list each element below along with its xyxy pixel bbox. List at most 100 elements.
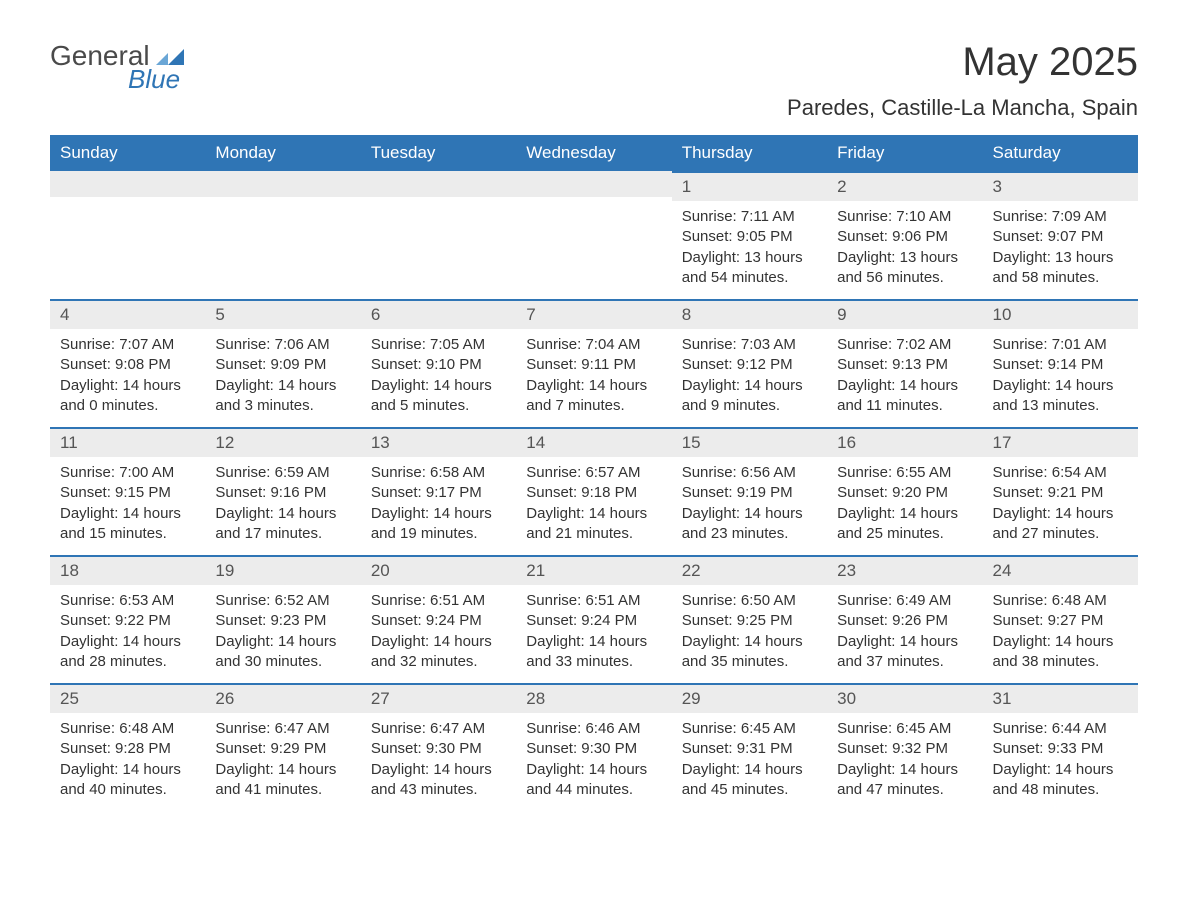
daylight-line-2: and 25 minutes. (837, 524, 972, 544)
day-cell: 8Sunrise: 7:03 AMSunset: 9:12 PMDaylight… (672, 299, 827, 427)
day-details: Sunrise: 6:56 AMSunset: 9:19 PMDaylight:… (672, 457, 827, 546)
sunrise-line: Sunrise: 7:00 AM (60, 463, 195, 483)
calendar-week: 25Sunrise: 6:48 AMSunset: 9:28 PMDayligh… (50, 683, 1138, 811)
day-number: 31 (983, 685, 1138, 713)
daylight-line-2: and 9 minutes. (682, 396, 817, 416)
day-details: Sunrise: 6:51 AMSunset: 9:24 PMDaylight:… (516, 585, 671, 674)
day-details: Sunrise: 7:10 AMSunset: 9:06 PMDaylight:… (827, 201, 982, 290)
sunrise-line: Sunrise: 7:09 AM (993, 207, 1128, 227)
day-details: Sunrise: 7:03 AMSunset: 9:12 PMDaylight:… (672, 329, 827, 418)
day-cell: 20Sunrise: 6:51 AMSunset: 9:24 PMDayligh… (361, 555, 516, 683)
day-details: Sunrise: 6:44 AMSunset: 9:33 PMDaylight:… (983, 713, 1138, 802)
sunset-line: Sunset: 9:21 PM (993, 483, 1128, 503)
daylight-line-1: Daylight: 14 hours (371, 632, 506, 652)
calendar-cell: 20Sunrise: 6:51 AMSunset: 9:24 PMDayligh… (361, 555, 516, 683)
sunset-line: Sunset: 9:24 PM (371, 611, 506, 631)
day-number: 13 (361, 429, 516, 457)
daylight-line-1: Daylight: 14 hours (371, 376, 506, 396)
day-number: 22 (672, 557, 827, 585)
day-details: Sunrise: 6:47 AMSunset: 9:30 PMDaylight:… (361, 713, 516, 802)
daylight-line-2: and 11 minutes. (837, 396, 972, 416)
calendar-cell: 19Sunrise: 6:52 AMSunset: 9:23 PMDayligh… (205, 555, 360, 683)
daylight-line-1: Daylight: 14 hours (837, 504, 972, 524)
sunrise-line: Sunrise: 6:48 AM (993, 591, 1128, 611)
day-cell: 10Sunrise: 7:01 AMSunset: 9:14 PMDayligh… (983, 299, 1138, 427)
calendar-cell: 17Sunrise: 6:54 AMSunset: 9:21 PMDayligh… (983, 427, 1138, 555)
sunrise-line: Sunrise: 6:51 AM (526, 591, 661, 611)
day-details: Sunrise: 6:51 AMSunset: 9:24 PMDaylight:… (361, 585, 516, 674)
calendar-body: 1Sunrise: 7:11 AMSunset: 9:05 PMDaylight… (50, 171, 1138, 811)
day-cell: 2Sunrise: 7:10 AMSunset: 9:06 PMDaylight… (827, 171, 982, 299)
title-block: May 2025 Paredes, Castille-La Mancha, Sp… (787, 40, 1138, 121)
calendar-week: 1Sunrise: 7:11 AMSunset: 9:05 PMDaylight… (50, 171, 1138, 299)
calendar-cell: 4Sunrise: 7:07 AMSunset: 9:08 PMDaylight… (50, 299, 205, 427)
day-cell: 7Sunrise: 7:04 AMSunset: 9:11 PMDaylight… (516, 299, 671, 427)
day-cell: 14Sunrise: 6:57 AMSunset: 9:18 PMDayligh… (516, 427, 671, 555)
day-number: 29 (672, 685, 827, 713)
day-number: 3 (983, 173, 1138, 201)
calendar-week: 4Sunrise: 7:07 AMSunset: 9:08 PMDaylight… (50, 299, 1138, 427)
daylight-line-2: and 5 minutes. (371, 396, 506, 416)
day-details: Sunrise: 6:58 AMSunset: 9:17 PMDaylight:… (361, 457, 516, 546)
sunset-line: Sunset: 9:13 PM (837, 355, 972, 375)
sunset-line: Sunset: 9:12 PM (682, 355, 817, 375)
empty-cell (516, 171, 671, 197)
day-header: Sunday (50, 135, 205, 171)
daylight-line-1: Daylight: 13 hours (993, 248, 1128, 268)
empty-cell (361, 171, 516, 197)
day-details: Sunrise: 6:55 AMSunset: 9:20 PMDaylight:… (827, 457, 982, 546)
calendar-cell: 30Sunrise: 6:45 AMSunset: 9:32 PMDayligh… (827, 683, 982, 811)
daylight-line-1: Daylight: 14 hours (837, 632, 972, 652)
location: Paredes, Castille-La Mancha, Spain (787, 95, 1138, 121)
calendar-cell: 10Sunrise: 7:01 AMSunset: 9:14 PMDayligh… (983, 299, 1138, 427)
sunrise-line: Sunrise: 7:03 AM (682, 335, 817, 355)
daylight-line-1: Daylight: 14 hours (215, 504, 350, 524)
day-number: 10 (983, 301, 1138, 329)
daylight-line-1: Daylight: 14 hours (682, 504, 817, 524)
day-header: Thursday (672, 135, 827, 171)
calendar-cell: 25Sunrise: 6:48 AMSunset: 9:28 PMDayligh… (50, 683, 205, 811)
sunrise-line: Sunrise: 6:59 AM (215, 463, 350, 483)
day-details: Sunrise: 6:48 AMSunset: 9:28 PMDaylight:… (50, 713, 205, 802)
daylight-line-2: and 37 minutes. (837, 652, 972, 672)
daylight-line-1: Daylight: 13 hours (837, 248, 972, 268)
calendar-cell (205, 171, 360, 299)
day-cell: 19Sunrise: 6:52 AMSunset: 9:23 PMDayligh… (205, 555, 360, 683)
sunset-line: Sunset: 9:24 PM (526, 611, 661, 631)
calendar-cell: 2Sunrise: 7:10 AMSunset: 9:06 PMDaylight… (827, 171, 982, 299)
day-number: 5 (205, 301, 360, 329)
calendar-cell: 8Sunrise: 7:03 AMSunset: 9:12 PMDaylight… (672, 299, 827, 427)
day-number: 4 (50, 301, 205, 329)
day-number: 14 (516, 429, 671, 457)
day-number: 12 (205, 429, 360, 457)
day-number: 19 (205, 557, 360, 585)
day-details: Sunrise: 7:00 AMSunset: 9:15 PMDaylight:… (50, 457, 205, 546)
day-header: Tuesday (361, 135, 516, 171)
day-number: 1 (672, 173, 827, 201)
day-header: Wednesday (516, 135, 671, 171)
daylight-line-2: and 3 minutes. (215, 396, 350, 416)
day-cell: 16Sunrise: 6:55 AMSunset: 9:20 PMDayligh… (827, 427, 982, 555)
day-number: 11 (50, 429, 205, 457)
daylight-line-2: and 0 minutes. (60, 396, 195, 416)
daylight-line-1: Daylight: 14 hours (837, 760, 972, 780)
day-details: Sunrise: 6:52 AMSunset: 9:23 PMDaylight:… (205, 585, 360, 674)
calendar-cell: 13Sunrise: 6:58 AMSunset: 9:17 PMDayligh… (361, 427, 516, 555)
daylight-line-2: and 56 minutes. (837, 268, 972, 288)
day-cell: 22Sunrise: 6:50 AMSunset: 9:25 PMDayligh… (672, 555, 827, 683)
sunset-line: Sunset: 9:22 PM (60, 611, 195, 631)
daylight-line-2: and 44 minutes. (526, 780, 661, 800)
calendar-cell: 14Sunrise: 6:57 AMSunset: 9:18 PMDayligh… (516, 427, 671, 555)
sunrise-line: Sunrise: 6:47 AM (371, 719, 506, 739)
daylight-line-2: and 21 minutes. (526, 524, 661, 544)
day-number: 24 (983, 557, 1138, 585)
sunset-line: Sunset: 9:09 PM (215, 355, 350, 375)
sunset-line: Sunset: 9:27 PM (993, 611, 1128, 631)
day-cell: 15Sunrise: 6:56 AMSunset: 9:19 PMDayligh… (672, 427, 827, 555)
daylight-line-1: Daylight: 14 hours (60, 760, 195, 780)
calendar-cell: 18Sunrise: 6:53 AMSunset: 9:22 PMDayligh… (50, 555, 205, 683)
daylight-line-1: Daylight: 14 hours (682, 632, 817, 652)
calendar-cell: 1Sunrise: 7:11 AMSunset: 9:05 PMDaylight… (672, 171, 827, 299)
calendar-cell: 5Sunrise: 7:06 AMSunset: 9:09 PMDaylight… (205, 299, 360, 427)
daylight-line-1: Daylight: 14 hours (526, 632, 661, 652)
